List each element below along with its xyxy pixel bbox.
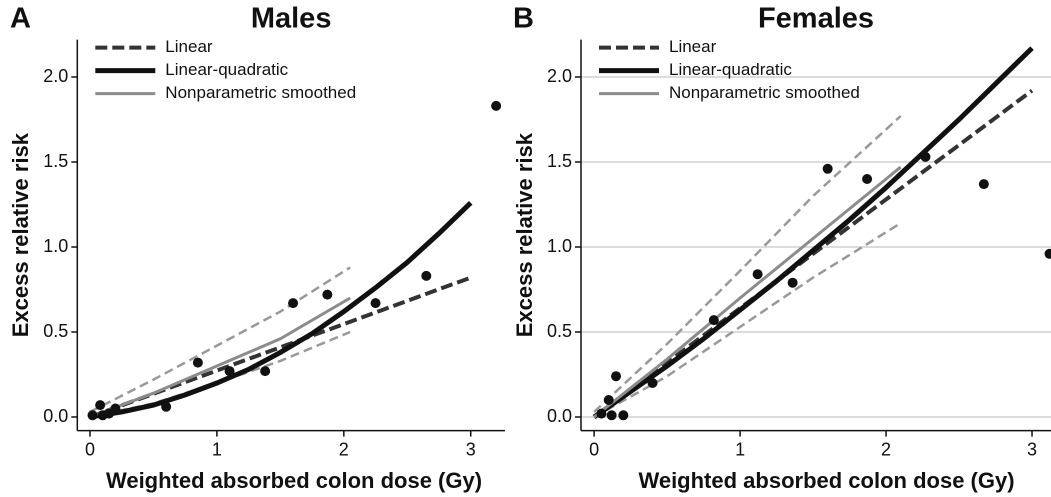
legend-label: Nonparametric smoothed: [669, 83, 860, 102]
y-tick-label: 0.0: [43, 406, 68, 426]
legend-label: Nonparametric smoothed: [165, 83, 356, 102]
data-point: [288, 298, 299, 309]
data-point: [161, 401, 172, 412]
chart-title: Males: [251, 3, 332, 35]
data-point: [596, 408, 607, 419]
data-point: [708, 315, 719, 326]
x-tick-label: 0: [589, 439, 599, 459]
data-point: [491, 100, 502, 111]
data-point: [787, 277, 798, 288]
y-tick-label: 0.5: [547, 321, 572, 341]
series-line: [592, 88, 1034, 419]
data-point: [647, 378, 658, 388]
data-point: [421, 270, 432, 281]
y-tick-label: 1.0: [547, 236, 572, 256]
panel-label: A: [10, 3, 31, 35]
data-point: [192, 357, 203, 368]
y-tick-label: 2.0: [43, 66, 68, 86]
legend-label: Linear-quadratic: [669, 60, 792, 79]
x-tick-label: 2: [339, 439, 349, 459]
x-tick-label: 0: [85, 439, 95, 459]
data-point: [611, 371, 622, 382]
x-tick-label: 1: [735, 439, 745, 459]
series-line: [89, 296, 351, 419]
y-tick-label: 0.0: [547, 406, 572, 426]
x-tick-label: 3: [466, 439, 476, 459]
y-tick-label: 0.5: [43, 321, 68, 341]
data-point: [920, 151, 931, 162]
ci-line: [593, 222, 902, 419]
ci-line: [89, 266, 351, 414]
data-point: [322, 289, 333, 300]
x-axis-label: Weighted absorbed colon dose (Gy): [106, 468, 482, 493]
y-tick-label: 1.5: [43, 151, 68, 171]
y-tick-label: 2.0: [547, 66, 572, 86]
data-point: [110, 403, 121, 414]
data-point: [260, 366, 271, 377]
data-point: [978, 179, 989, 190]
legend-label: Linear-quadratic: [165, 60, 288, 79]
x-tick-label: 3: [1027, 439, 1037, 459]
ci-line: [593, 115, 902, 413]
data-point: [618, 410, 629, 421]
y-tick-label: 1.0: [43, 236, 68, 256]
data-point: [862, 174, 873, 184]
data-point: [224, 366, 235, 377]
data-point: [87, 410, 98, 421]
legend-label: Linear: [669, 37, 717, 56]
series-line: [89, 201, 473, 420]
y-axis-label: Excess relative risk: [512, 132, 537, 337]
legend-label: Linear: [165, 37, 213, 56]
y-tick-label: 1.5: [547, 151, 572, 171]
data-point: [95, 400, 106, 411]
data-point: [603, 395, 614, 405]
data-point: [370, 298, 381, 309]
x-tick-label: 1: [212, 439, 222, 459]
data-point: [822, 163, 833, 174]
data-point: [1044, 248, 1051, 259]
data-point: [752, 269, 763, 280]
panel-label: B: [513, 3, 534, 35]
data-point: [606, 410, 617, 421]
x-tick-label: 2: [881, 439, 891, 459]
chart-title: Females: [758, 3, 874, 35]
series-line: [592, 46, 1034, 420]
x-axis-label: Weighted absorbed colon dose (Gy): [638, 468, 1014, 493]
series-line: [593, 165, 902, 419]
y-axis-label: Excess relative risk: [8, 132, 33, 337]
